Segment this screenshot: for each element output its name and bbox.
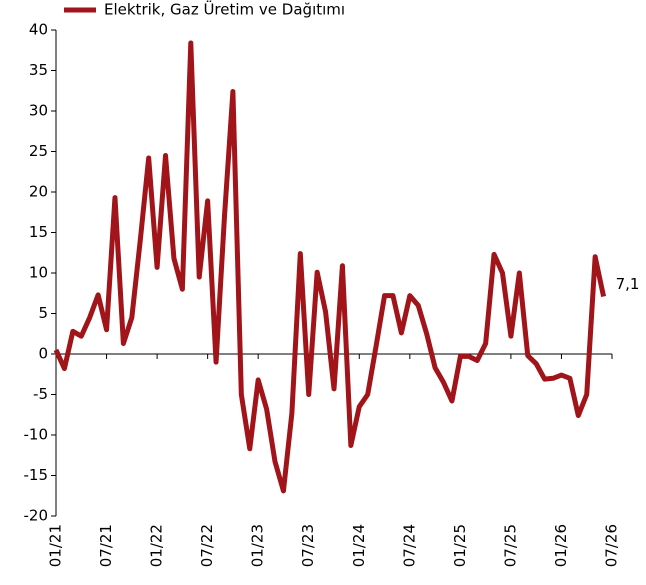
x-tick-label: 01/25 xyxy=(451,524,469,567)
y-tick-label: -10 xyxy=(24,426,49,444)
x-tick-label: 01/22 xyxy=(148,524,166,567)
y-tick-label: 10 xyxy=(29,264,48,282)
y-tick-label: 20 xyxy=(29,183,48,201)
x-tick-label: 01/23 xyxy=(249,524,267,567)
data-label: 7,1 xyxy=(616,275,640,293)
x-tick-label: 07/22 xyxy=(198,524,216,567)
y-tick-label: -20 xyxy=(24,507,49,525)
legend-label: Elektrik, Gaz Üretim ve Dağıtımı xyxy=(104,0,345,19)
y-tick-label: 35 xyxy=(29,61,48,79)
y-tick-label: 15 xyxy=(29,223,48,241)
y-tick-label: 25 xyxy=(29,142,48,160)
x-tick-label: 07/25 xyxy=(501,524,519,567)
y-tick-label: -15 xyxy=(24,466,49,484)
y-tick-label: 0 xyxy=(38,345,48,363)
x-tick-label: 07/24 xyxy=(400,524,418,567)
y-tick-label: 5 xyxy=(38,304,48,322)
x-tick-label: 07/23 xyxy=(299,524,317,567)
x-tick-label: 01/24 xyxy=(350,524,368,567)
x-tick-label: 01/21 xyxy=(47,524,65,567)
x-tick-label: 01/26 xyxy=(552,524,570,567)
data-line xyxy=(53,40,607,494)
y-tick-label: 30 xyxy=(29,102,48,120)
y-tick-label: -5 xyxy=(33,385,48,403)
y-tick-label: 40 xyxy=(29,21,48,39)
x-tick-label: 07/26 xyxy=(603,524,621,567)
x-tick-label: 07/21 xyxy=(97,524,115,567)
